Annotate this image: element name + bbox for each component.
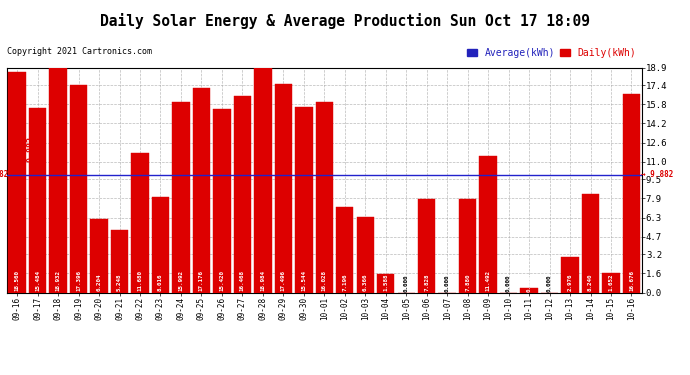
Text: 0.000: 0.000 <box>506 274 511 292</box>
Bar <box>193 88 210 292</box>
Legend: Average(kWh), Daily(kWh): Average(kWh), Daily(kWh) <box>464 44 640 62</box>
Text: 15.544: 15.544 <box>302 270 306 291</box>
Text: 17.396: 17.396 <box>76 270 81 291</box>
Bar <box>377 274 395 292</box>
Bar <box>315 102 333 292</box>
Bar <box>275 84 292 292</box>
Bar <box>29 108 46 292</box>
Text: ← 9.882: ← 9.882 <box>28 138 37 172</box>
Bar <box>480 156 497 292</box>
Text: 15.992: 15.992 <box>179 270 184 291</box>
Bar <box>152 197 169 292</box>
Bar <box>172 102 190 292</box>
Bar <box>213 109 230 292</box>
Text: ← 9.882: ← 9.882 <box>0 170 8 179</box>
Text: Daily Solar Energy & Average Production Sun Oct 17 18:09: Daily Solar Energy & Average Production … <box>100 13 590 29</box>
Bar <box>111 230 128 292</box>
Text: 1.652: 1.652 <box>609 273 613 291</box>
Text: 7.196: 7.196 <box>342 273 347 291</box>
Text: 18.984: 18.984 <box>260 270 266 291</box>
Bar <box>131 153 149 292</box>
Text: 0.000: 0.000 <box>404 274 408 292</box>
Text: 18.932: 18.932 <box>56 270 61 291</box>
Bar <box>623 94 640 292</box>
Text: 11.680: 11.680 <box>137 270 143 291</box>
Bar <box>90 219 108 292</box>
Text: 11.492: 11.492 <box>486 270 491 291</box>
Text: 7.880: 7.880 <box>465 273 470 291</box>
Text: 6.204: 6.204 <box>97 273 101 291</box>
Text: 16.676: 16.676 <box>629 270 634 291</box>
Bar <box>295 108 313 292</box>
Text: 6.366: 6.366 <box>363 273 368 291</box>
Bar <box>357 217 374 292</box>
Text: → 9.882: → 9.882 <box>641 170 673 179</box>
Text: 16.468: 16.468 <box>240 270 245 291</box>
Bar <box>418 199 435 292</box>
Bar <box>8 72 26 292</box>
Bar <box>459 199 476 292</box>
Text: 2.976: 2.976 <box>568 273 573 291</box>
Text: Copyright 2021 Cartronics.com: Copyright 2021 Cartronics.com <box>7 47 152 56</box>
Bar <box>562 257 579 292</box>
Bar <box>520 288 538 292</box>
Bar <box>582 194 599 292</box>
Text: 5.248: 5.248 <box>117 273 122 291</box>
Text: 0.000: 0.000 <box>444 274 450 292</box>
Bar <box>70 86 87 292</box>
Text: 15.420: 15.420 <box>219 270 224 291</box>
Text: 1.588: 1.588 <box>383 273 388 291</box>
Text: 8.240: 8.240 <box>588 273 593 291</box>
Bar <box>234 96 251 292</box>
Bar <box>254 66 272 292</box>
Text: 8.016: 8.016 <box>158 273 163 291</box>
Text: 16.028: 16.028 <box>322 270 327 291</box>
Text: 0.368: 0.368 <box>526 274 531 292</box>
Text: 7.828: 7.828 <box>424 273 429 291</box>
Bar <box>50 67 67 292</box>
Bar <box>602 273 620 292</box>
Bar <box>336 207 353 292</box>
Text: 17.496: 17.496 <box>281 270 286 291</box>
Text: 0.000: 0.000 <box>547 274 552 292</box>
Text: 15.484: 15.484 <box>35 270 40 291</box>
Text: 18.560: 18.560 <box>14 270 19 291</box>
Text: 17.176: 17.176 <box>199 270 204 291</box>
